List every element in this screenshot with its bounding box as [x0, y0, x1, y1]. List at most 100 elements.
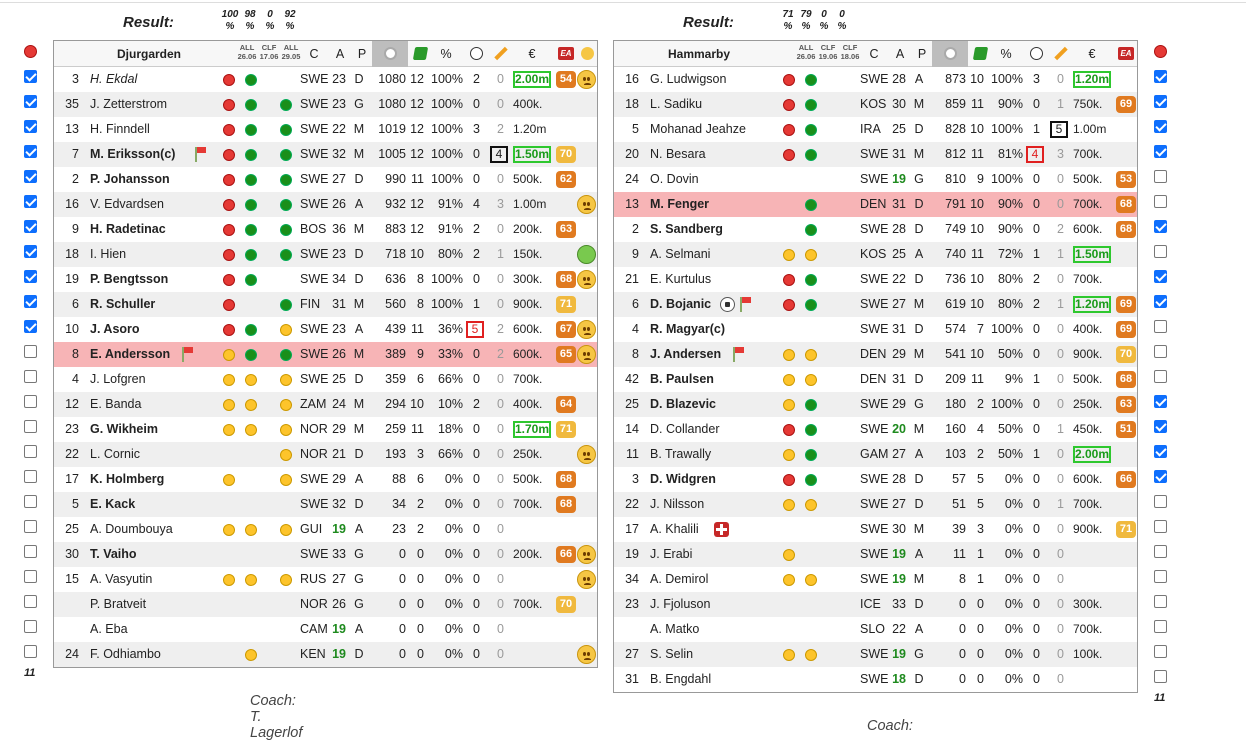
table-row[interactable]: 17 K. Holmberg SWE 29 A 88 6 0% 0 0 500k. 68: [54, 467, 597, 492]
table-row[interactable]: P. Bratveit NOR 26 G 0 0 0% 0 0 700k. 70: [54, 592, 597, 617]
select-checkbox[interactable]: [24, 270, 37, 283]
table-row[interactable]: 5 Mohanad Jeahze IRA 25 D 828 10 100% 1 5 1.00m: [614, 117, 1137, 142]
table-row[interactable]: 4 J. Lofgren SWE 25 D 359 6 66% 0 0 700k.: [54, 367, 597, 392]
player-name[interactable]: I. Hien: [90, 247, 127, 261]
select-checkbox[interactable]: [1154, 595, 1167, 608]
select-checkbox[interactable]: [1154, 145, 1167, 158]
player-name[interactable]: P. Bengtsson: [90, 272, 169, 286]
col-assists[interactable]: [1050, 41, 1070, 67]
player-name[interactable]: A. Eba: [90, 622, 128, 636]
player-name[interactable]: E. Andersson: [90, 347, 171, 361]
table-row[interactable]: 17 A. Khalili SWE 30 M 39 3 0% 0 0 900k. 71: [614, 517, 1137, 542]
player-name[interactable]: K. Holmberg: [90, 472, 165, 486]
player-name[interactable]: A. Vasyutin: [90, 572, 153, 586]
select-checkbox[interactable]: [24, 170, 37, 183]
table-row[interactable]: 14 D. Collander SWE 20 M 160 4 50% 0 1 450k. 51: [614, 417, 1137, 442]
date-col-2[interactable]: CLF 19.06: [818, 43, 838, 61]
table-row[interactable]: 24 O. Dovin SWE 19 G 810 9 100% 0 0 500k. 53: [614, 167, 1137, 192]
select-checkbox[interactable]: [1154, 420, 1167, 433]
table-row[interactable]: 13 H. Finndell SWE 22 M 1019 12 100% 3 2 1.20m: [54, 117, 597, 142]
col-rating[interactable]: EA: [556, 41, 576, 67]
table-row[interactable]: 16 V. Edvardsen SWE 26 A 932 12 91% 4 3 1.00m: [54, 192, 597, 217]
col-rating[interactable]: EA: [1116, 41, 1136, 67]
select-checkbox[interactable]: [1154, 370, 1167, 383]
table-row[interactable]: 24 F. Odhiambo KEN 19 D 0 0 0% 0 0: [54, 642, 597, 667]
select-checkbox[interactable]: [1154, 195, 1167, 208]
table-row[interactable]: A. Matko SLO 22 A 0 0 0% 0 0 700k.: [614, 617, 1137, 642]
select-checkbox[interactable]: [1154, 245, 1167, 258]
player-name[interactable]: A. Doumbouya: [90, 522, 173, 536]
select-checkbox[interactable]: [1154, 70, 1167, 83]
select-checkbox[interactable]: [24, 145, 37, 158]
select-checkbox[interactable]: [24, 70, 37, 83]
player-name[interactable]: H. Radetinac: [90, 222, 166, 236]
table-row[interactable]: 12 E. Banda ZAM 24 M 294 10 10% 2 0 400k. 64: [54, 392, 597, 417]
select-checkbox[interactable]: [24, 395, 37, 408]
player-name[interactable]: B. Engdahl: [650, 672, 712, 686]
table-row[interactable]: 4 R. Magyar(c) SWE 31 D 574 7 100% 0 0 400k. 69: [614, 317, 1137, 342]
player-name[interactable]: P. Johansson: [90, 172, 170, 186]
player-name[interactable]: J. Zetterstrom: [90, 97, 168, 111]
table-row[interactable]: 10 J. Asoro SWE 23 A 439 11 36% 5 2 600k. 67: [54, 317, 597, 342]
table-row[interactable]: 34 A. Demirol SWE 19 M 8 1 0% 0 0: [614, 567, 1137, 592]
player-name[interactable]: G. Wikheim: [90, 422, 158, 436]
table-row[interactable]: 3 H. Ekdal SWE 23 D 1080 12 100% 2 0 2.00m 54: [54, 67, 597, 92]
table-row[interactable]: 15 A. Vasyutin RUS 27 G 0 0 0% 0 0: [54, 567, 597, 592]
col-minutes[interactable]: [372, 41, 408, 67]
select-checkbox[interactable]: [1154, 120, 1167, 133]
date-col-2[interactable]: CLF 17.06: [259, 43, 279, 61]
select-checkbox[interactable]: [24, 470, 37, 483]
player-name[interactable]: J. Andersen: [650, 347, 722, 361]
select-checkbox[interactable]: [1154, 445, 1167, 458]
col-age[interactable]: A: [895, 47, 905, 61]
player-name[interactable]: D. Widgren: [650, 472, 716, 486]
player-name[interactable]: E. Kack: [90, 497, 136, 511]
select-checkbox[interactable]: [24, 445, 37, 458]
col-value[interactable]: €: [1088, 47, 1096, 61]
player-name[interactable]: P. Bratveit: [90, 597, 147, 611]
col-age[interactable]: A: [335, 47, 345, 61]
player-name[interactable]: E. Banda: [90, 397, 142, 411]
player-name[interactable]: O. Dovin: [650, 172, 699, 186]
select-checkbox[interactable]: [24, 645, 37, 658]
table-row[interactable]: 22 J. Nilsson SWE 27 D 51 5 0% 0 1 700k.: [614, 492, 1137, 517]
date-col-1[interactable]: ALL 26.06: [796, 43, 816, 61]
player-name[interactable]: E. Kurtulus: [650, 272, 712, 286]
table-row[interactable]: 19 J. Erabi SWE 19 A 11 1 0% 0 0: [614, 542, 1137, 567]
select-checkbox[interactable]: [1154, 645, 1167, 658]
table-row[interactable]: A. Eba CAM 19 A 0 0 0% 0 0: [54, 617, 597, 642]
col-position[interactable]: P: [917, 47, 927, 61]
table-row[interactable]: 3 D. Widgren SWE 28 D 57 5 0% 0 0 600k. 66: [614, 467, 1137, 492]
table-row[interactable]: 23 J. Fjoluson ICE 33 D 0 0 0% 0 0 300k.: [614, 592, 1137, 617]
table-row[interactable]: 25 D. Blazevic SWE 29 G 180 2 100% 0 0 250k. 63: [614, 392, 1137, 417]
player-name[interactable]: J. Erabi: [650, 547, 693, 561]
table-row[interactable]: 6 D. Bojanic SWE 27 M 619 10 80% 2 1 1.20m 69: [614, 292, 1137, 317]
player-name[interactable]: F. Odhiambo: [90, 647, 161, 661]
select-checkbox[interactable]: [1154, 270, 1167, 283]
player-name[interactable]: M. Fenger: [650, 197, 710, 211]
col-goals[interactable]: [466, 41, 486, 67]
player-name[interactable]: J. Nilsson: [650, 497, 705, 511]
player-name[interactable]: D. Blazevic: [650, 397, 717, 411]
select-checkbox[interactable]: [24, 370, 37, 383]
player-name[interactable]: R. Schuller: [90, 297, 156, 311]
table-row[interactable]: 20 N. Besara SWE 31 M 812 11 81% 4 3 700k.: [614, 142, 1137, 167]
select-checkbox[interactable]: [1154, 95, 1167, 108]
player-name[interactable]: B. Paulsen: [650, 372, 714, 386]
select-checkbox[interactable]: [24, 620, 37, 633]
select-checkbox[interactable]: [24, 420, 37, 433]
select-checkbox[interactable]: [1154, 570, 1167, 583]
table-row[interactable]: 18 L. Sadiku KOS 30 M 859 11 90% 0 1 750k. 69: [614, 92, 1137, 117]
table-row[interactable]: 30 T. Vaiho SWE 33 G 0 0 0% 0 0 200k. 66: [54, 542, 597, 567]
table-row[interactable]: 2 P. Johansson SWE 27 D 990 11 100% 0 0 500k. 62: [54, 167, 597, 192]
table-row[interactable]: 9 A. Selmani KOS 25 A 740 11 72% 1 1 1.50m: [614, 242, 1137, 267]
table-row[interactable]: 2 S. Sandberg SWE 28 D 749 10 90% 0 2 600k. 68: [614, 217, 1137, 242]
select-checkbox[interactable]: [1154, 670, 1167, 683]
select-checkbox[interactable]: [1154, 170, 1167, 183]
table-row[interactable]: 35 J. Zetterstrom SWE 23 G 1080 12 100% 0 0 400k.: [54, 92, 597, 117]
select-checkbox[interactable]: [24, 245, 37, 258]
player-name[interactable]: H. Finndell: [90, 122, 150, 136]
player-name[interactable]: A. Demirol: [650, 572, 709, 586]
col-country[interactable]: C: [869, 47, 879, 61]
select-checkbox[interactable]: [24, 220, 37, 233]
